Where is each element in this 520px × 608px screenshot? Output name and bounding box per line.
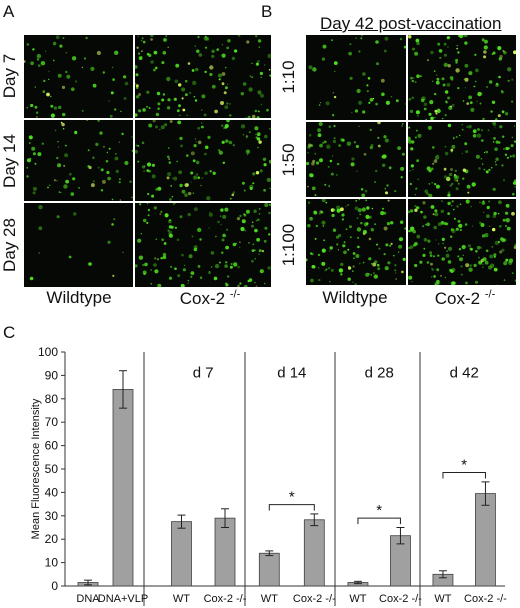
panel-b-dilution10-cox2-image	[408, 35, 516, 120]
y-tick-label: 20	[45, 532, 59, 546]
panel-a-image-grid	[24, 35, 271, 287]
y-tick-label: 0	[51, 579, 58, 593]
group-label: d 7	[193, 365, 214, 382]
panel-b-dilution10-wildtype-image	[306, 35, 406, 120]
y-axis-title: Mean Fluorescence Intensity	[30, 398, 42, 539]
panel-a-col-label-cox2: Cox-2 -/-	[179, 288, 241, 308]
panel-a-day14-cox2-image	[135, 120, 271, 201]
bar	[475, 493, 496, 587]
panel-a-col-label-wildtype: Wildtype	[46, 288, 112, 307]
panel-b-letter: B	[261, 2, 273, 21]
x-tick-label: Cox-2 -/-	[293, 593, 336, 605]
y-tick-label: 30	[45, 509, 59, 523]
fluorescence-speckles	[306, 199, 406, 285]
panel-b-dilution50-cox2-image	[408, 122, 516, 197]
panel-a-row-label-day28: Day 28	[0, 218, 19, 272]
panel-a-row-label-day14: Day 14	[0, 134, 19, 188]
fluorescence-speckles	[24, 35, 129, 118]
significance-bracket	[442, 472, 486, 479]
fluorescence-speckles	[26, 120, 133, 201]
panel-c-letter: C	[3, 323, 16, 342]
y-tick-label: 70	[45, 415, 59, 429]
mfi-bar-chart: 0 10 20 30 40 50 60 70 80 90 100 Mean Fluorescence …	[30, 345, 507, 606]
fluorescence-speckles	[135, 203, 271, 287]
x-tick-label: Cox-2 -/-	[204, 593, 247, 605]
x-tick-label: WT	[173, 593, 190, 605]
bar	[171, 521, 192, 587]
x-tick-label: DNA	[76, 593, 100, 605]
x-tick-label: DNA+VLP	[98, 593, 148, 605]
panel-b-dilution100-wildtype-image	[306, 199, 406, 285]
bar	[303, 519, 325, 587]
significance-star: *	[376, 502, 382, 519]
y-tick-label: 100	[38, 345, 58, 359]
panel-a-letter: A	[3, 2, 15, 21]
fluorescence-speckles	[306, 122, 405, 197]
group-label: d 14	[277, 365, 306, 382]
y-tick-label: 50	[45, 462, 59, 476]
panel-b-row-label-1-100: 1:100	[279, 223, 298, 267]
panel-b-image-grid	[306, 35, 516, 285]
x-tick-label: WT	[261, 593, 278, 605]
fluorescence-speckles	[135, 35, 271, 118]
y-tick-label: 90	[45, 368, 59, 382]
panel-a-day28-wildtype-image	[24, 203, 133, 287]
y-tick-label: 40	[45, 485, 59, 499]
y-tick-label: 10	[45, 556, 59, 570]
x-tick-label: Cox-2 -/-	[464, 593, 507, 605]
panel-a-day7-cox2-image	[135, 35, 271, 118]
x-tick-label: WT	[434, 593, 451, 605]
x-tick-label: Cox-2 -/-	[379, 593, 422, 605]
significance-bracket	[357, 517, 401, 525]
y-tick-label: 60	[45, 439, 59, 453]
panel-b-row-label-1-10: 1:10	[279, 60, 298, 94]
panel-a-day7-wildtype-image	[24, 35, 133, 118]
group-label: d 28	[365, 365, 394, 382]
panel-b-dilution50-wildtype-image	[306, 122, 406, 197]
bar	[258, 552, 280, 587]
panel-b-col-label-wildtype: Wildtype	[322, 288, 388, 307]
fluorescence-speckles	[308, 35, 406, 117]
bar	[112, 389, 134, 587]
bar	[214, 517, 236, 587]
panel-b-row-label-1-50: 1:50	[279, 143, 298, 177]
fluorescence-speckles	[135, 120, 271, 201]
significance-star: *	[289, 489, 295, 506]
panel-a-day14-wildtype-image	[24, 120, 133, 201]
panel-b-heading: Day 42 post-vaccination	[320, 14, 502, 33]
fluorescence-speckles	[29, 205, 124, 281]
significance-star: *	[461, 457, 467, 474]
panel-b-dilution100-cox2-image	[408, 199, 516, 285]
y-tick-label: 80	[45, 392, 59, 406]
fluorescence-speckles	[408, 122, 516, 197]
panel-b-col-label-cox2: Cox-2 -/-	[434, 288, 496, 308]
panel-a-row-label-day7: Day 7	[0, 53, 19, 99]
fluorescence-speckles	[408, 35, 516, 120]
x-tick-label: WT	[349, 593, 366, 605]
panel-a-day28-cox2-image	[135, 203, 271, 287]
significance-bracket	[268, 504, 315, 511]
group-label: d 42	[450, 365, 479, 382]
fluorescence-speckles	[408, 199, 516, 285]
